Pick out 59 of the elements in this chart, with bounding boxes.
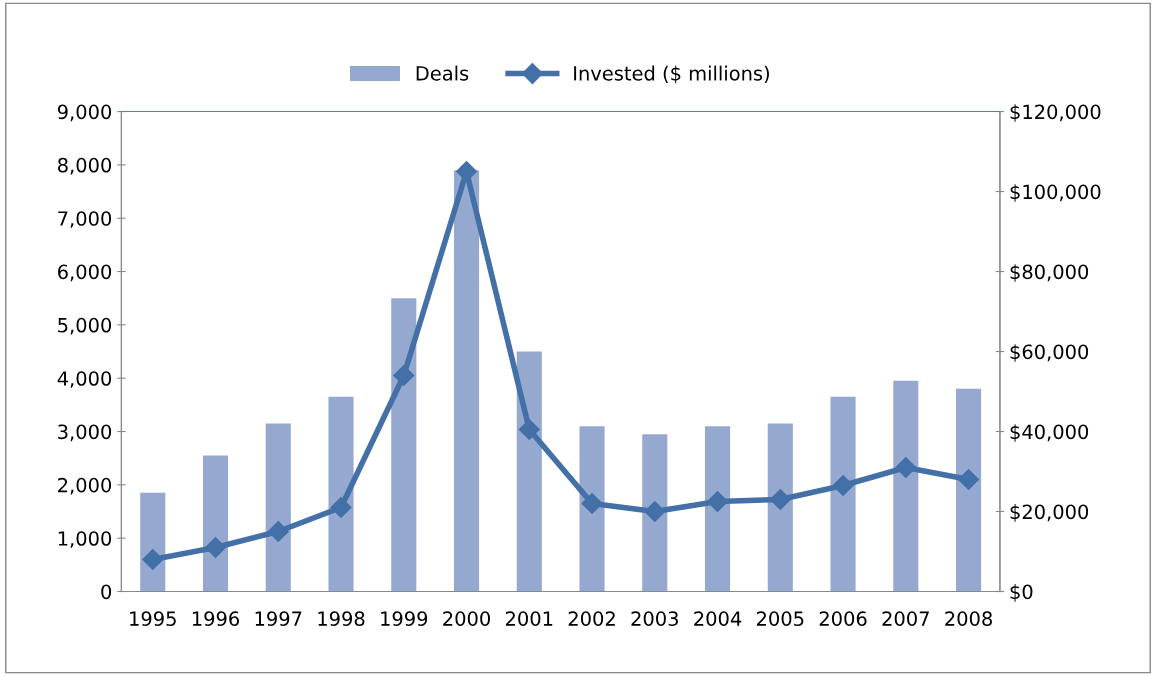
x-tick-label: 2008 xyxy=(945,611,992,626)
bar xyxy=(642,434,668,592)
y2-tick-label: $20,000 xyxy=(1010,504,1089,522)
y2-tick-label: $100,000 xyxy=(1010,184,1101,202)
x-tick-label: 2000 xyxy=(443,611,490,626)
y-tick-label: 9,000 xyxy=(57,104,112,122)
y2-tick-label: $40,000 xyxy=(1010,424,1089,442)
point xyxy=(707,490,729,513)
x-tick-label: 2005 xyxy=(756,611,804,626)
bar xyxy=(579,426,605,592)
x-tick-label: 2002 xyxy=(568,611,615,626)
y-tick-label: 0 xyxy=(101,584,112,600)
x-tick-label: 2001 xyxy=(505,611,553,626)
x-tick-label: 1998 xyxy=(318,611,365,626)
bar xyxy=(202,455,229,592)
x-tick-label: 1996 xyxy=(192,611,240,626)
x-tick-label: 2006 xyxy=(819,611,867,626)
x-tick-label: 2004 xyxy=(694,611,742,626)
y-tick-label: 5,000 xyxy=(58,317,112,335)
bar xyxy=(830,396,856,592)
point xyxy=(581,492,603,515)
y2-tick-label: $80,000 xyxy=(1010,264,1089,282)
bar xyxy=(767,423,793,592)
x-tick-label: 1995 xyxy=(130,611,176,626)
y2-tick-label: $120,000 xyxy=(1010,104,1101,122)
legend-label: Invested ($ millions) xyxy=(574,65,769,84)
y-tick-label: 8,000 xyxy=(58,157,112,175)
point xyxy=(393,365,415,387)
x-tick-label: 2003 xyxy=(631,611,678,626)
bar xyxy=(704,426,731,592)
y2-tick-label: $60,000 xyxy=(1010,344,1089,362)
bar xyxy=(956,388,982,592)
x-tick-label: 1997 xyxy=(255,611,302,626)
y-tick-label: 4,000 xyxy=(57,371,112,388)
bar xyxy=(516,351,542,592)
point xyxy=(958,468,980,491)
point xyxy=(267,520,289,543)
legend-label: Deals xyxy=(416,65,469,81)
point xyxy=(832,474,854,497)
y-tick-label: 7,000 xyxy=(58,211,112,228)
y-tick-label: 3,000 xyxy=(58,424,112,442)
x-tick-label: 1999 xyxy=(381,611,428,626)
x-tick-label: 2007 xyxy=(882,611,929,626)
point xyxy=(769,488,791,511)
point xyxy=(204,536,227,559)
y-tick-label: 6,000 xyxy=(58,264,112,282)
y-tick-label: 1,000 xyxy=(58,531,112,548)
bar xyxy=(328,396,354,592)
y2-tick-label: $0 xyxy=(1010,584,1033,602)
point xyxy=(142,548,164,571)
point xyxy=(644,500,666,523)
point xyxy=(895,456,917,479)
point xyxy=(330,496,352,519)
bar xyxy=(893,380,919,592)
bar xyxy=(453,170,480,592)
y-tick-label: 2,000 xyxy=(58,477,112,495)
bar xyxy=(391,298,417,592)
point xyxy=(518,418,540,441)
bar xyxy=(265,423,291,592)
